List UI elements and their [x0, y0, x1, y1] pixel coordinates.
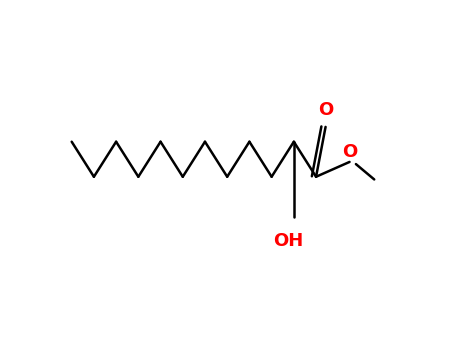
Text: O: O	[318, 101, 333, 119]
Text: O: O	[342, 142, 357, 161]
Text: OH: OH	[273, 232, 303, 250]
